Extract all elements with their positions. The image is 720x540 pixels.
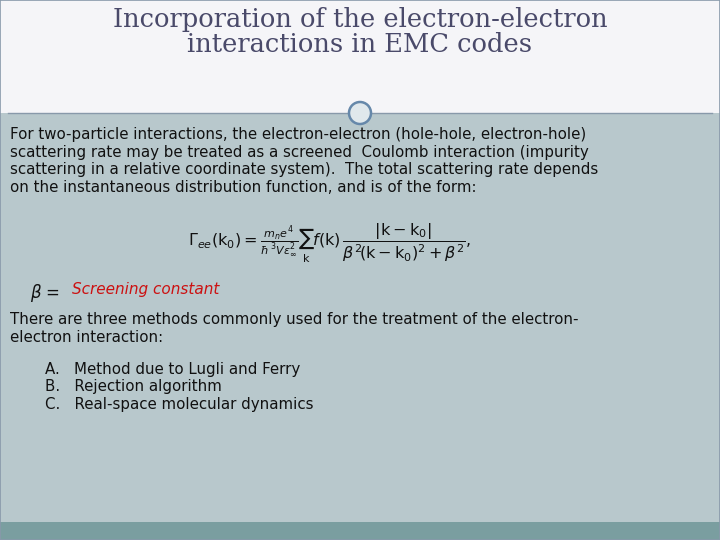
Text: A.   Method due to Lugli and Ferry: A. Method due to Lugli and Ferry [45, 362, 300, 377]
Text: $\beta$ =: $\beta$ = [30, 282, 60, 304]
Text: For two-particle interactions, the electron-electron (hole-hole, electron-hole): For two-particle interactions, the elect… [10, 127, 586, 142]
Text: $\Gamma_{ee}(\mathrm{k}_0) = \frac{m_n e^4}{\hbar^{\,3} V \varepsilon_\infty^2}\: $\Gamma_{ee}(\mathrm{k}_0) = \frac{m_n e… [189, 222, 472, 265]
Text: B.   Rejection algorithm: B. Rejection algorithm [45, 380, 222, 395]
Text: C.   Real-space molecular dynamics: C. Real-space molecular dynamics [45, 397, 313, 412]
FancyBboxPatch shape [0, 522, 720, 540]
Text: Incorporation of the electron-electron: Incorporation of the electron-electron [113, 7, 607, 32]
Text: electron interaction:: electron interaction: [10, 329, 163, 345]
FancyBboxPatch shape [0, 0, 720, 113]
Text: on the instantaneous distribution function, and is of the form:: on the instantaneous distribution functi… [10, 179, 477, 194]
Circle shape [349, 102, 371, 124]
Text: Screening constant: Screening constant [72, 282, 220, 297]
FancyBboxPatch shape [0, 113, 720, 522]
Text: scattering in a relative coordinate system).  The total scattering rate depends: scattering in a relative coordinate syst… [10, 162, 598, 177]
Text: interactions in EMC codes: interactions in EMC codes [187, 32, 533, 57]
Text: scattering rate may be treated as a screened  Coulomb interaction (impurity: scattering rate may be treated as a scre… [10, 145, 589, 159]
Text: There are three methods commonly used for the treatment of the electron-: There are three methods commonly used fo… [10, 312, 578, 327]
